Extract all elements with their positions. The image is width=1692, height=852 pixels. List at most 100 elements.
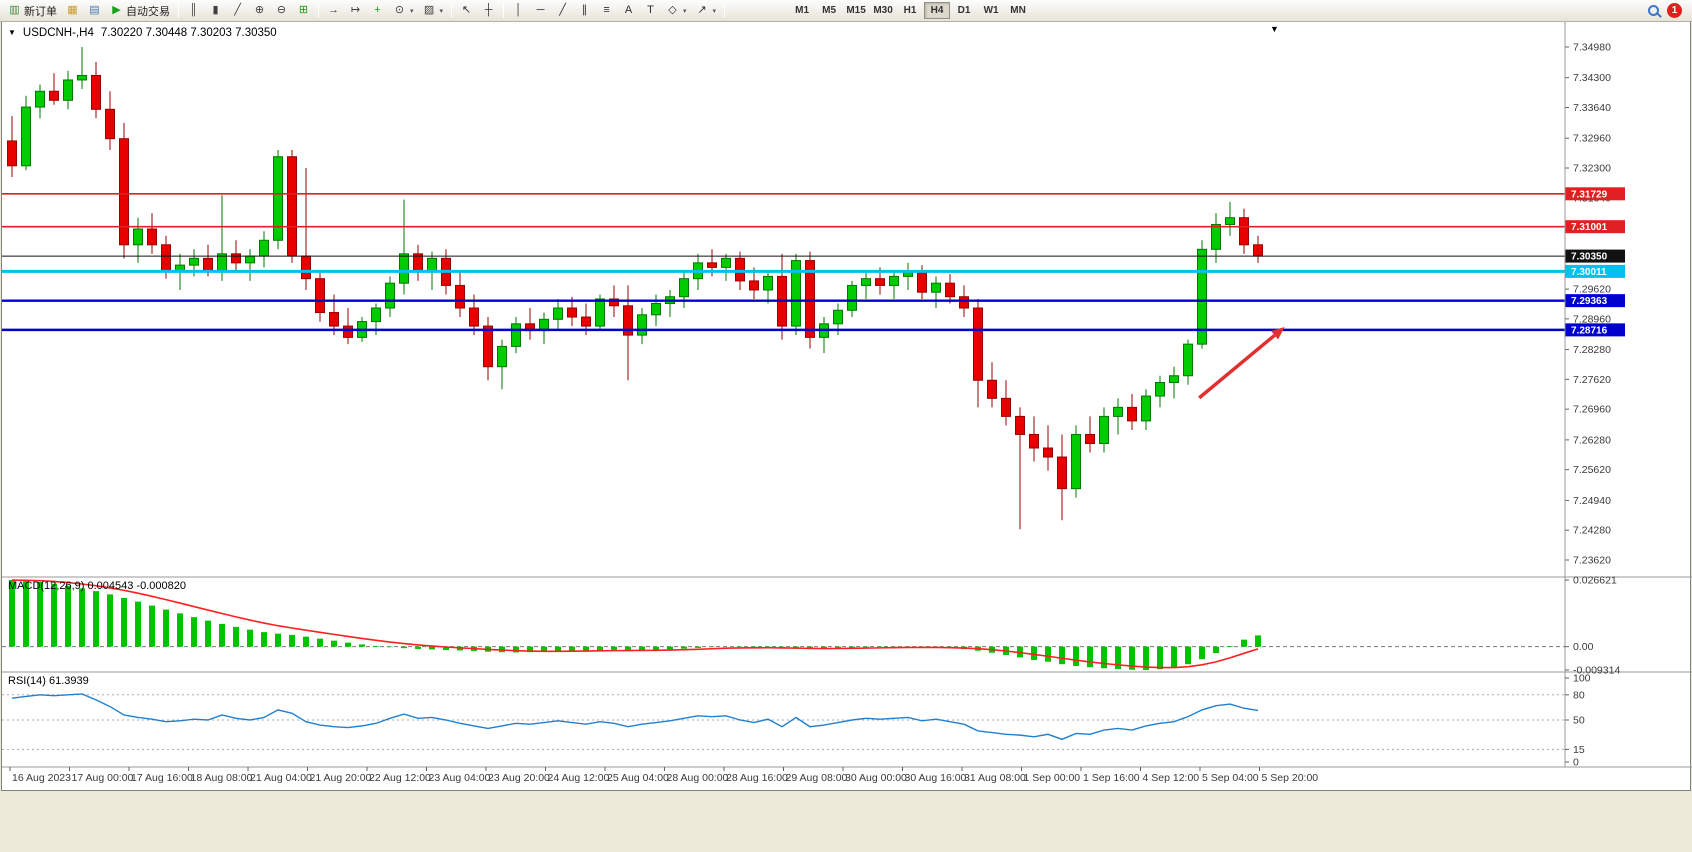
text-button[interactable]: A [618, 2, 639, 20]
new-order-icon: ▥ [9, 4, 20, 16]
chart-symbol-period: USDCNH-,H4 [22, 27, 94, 39]
search-icon[interactable] [1648, 5, 1659, 16]
candle-down [581, 316, 591, 327]
candle-up [1099, 415, 1109, 444]
price-level-badge [1565, 249, 1625, 263]
rsi-indicator-label: RSI(14) 61.3939 [8, 675, 89, 687]
line-chart-mode-button[interactable]: ╱ [227, 2, 248, 20]
profiles-icon: ▤ [89, 4, 100, 16]
chart-dropdown-arrow-icon[interactable]: ▼ [1270, 24, 1279, 34]
shapes-caret-icon: ▾ [683, 7, 687, 15]
vertical-line-button[interactable]: │ [508, 2, 529, 20]
time-axis-label: 21 Aug 04:00 [250, 772, 312, 784]
trendline-icon: ╱ [559, 4, 566, 16]
toolbar-separator [178, 3, 179, 18]
candle-down [735, 257, 745, 282]
price-level-badge [1565, 264, 1625, 278]
equidistant-channel-button[interactable]: ∥ [574, 2, 595, 20]
candle-up [511, 323, 521, 347]
candle-up [889, 275, 899, 286]
price-level-badge-label: 7.30350 [1571, 252, 1608, 263]
timeframe-m30-button[interactable]: M30 [873, 5, 893, 16]
crosshair-button[interactable]: ┼ [478, 2, 499, 20]
timeframe-m15-button[interactable]: M15 [846, 5, 866, 16]
candlestick-mode-icon: ▮ [212, 4, 219, 16]
candle-down [1029, 433, 1039, 449]
new-order-button[interactable]: ▥ 新订单 [4, 2, 61, 20]
candle-down [959, 296, 969, 309]
symbol-marker-icon: ▼ [8, 28, 16, 37]
chart-shift-button[interactable]: ↦ [345, 2, 366, 20]
candle-down [1057, 456, 1067, 490]
profiles-button[interactable]: ▤ [84, 2, 105, 20]
time-axis-label: 1 Sep 00:00 [1024, 772, 1081, 784]
price-level-badge-label: 7.28716 [1571, 325, 1608, 336]
price-axis-label: 7.27620 [1573, 374, 1611, 386]
zoom-out-button[interactable]: ⊖ [271, 2, 292, 20]
rsi-line [11, 693, 1259, 741]
timeframe-m5-button[interactable]: M5 [822, 5, 837, 16]
candle-up [63, 79, 73, 101]
macd-axis-label: 0.026621 [1573, 575, 1617, 587]
candle-up [1141, 395, 1151, 422]
tile-windows-icon: ⊞ [298, 4, 309, 16]
rsi-axis-label: 0 [1573, 757, 1579, 769]
candle-down [147, 228, 157, 246]
price-axis-label: 7.28280 [1573, 344, 1611, 356]
timeframe-w1-button[interactable]: W1 [983, 5, 999, 16]
price-level-badge [1565, 294, 1625, 308]
price-level-badge [1565, 187, 1625, 201]
price-axis-label: 7.29620 [1573, 284, 1611, 296]
rsi-axis-label: 80 [1573, 689, 1585, 701]
periods-caret-icon: ▾ [410, 7, 414, 15]
timeframe-mn-button[interactable]: MN [1010, 5, 1026, 16]
candlestick-mode-button[interactable]: ▮ [205, 2, 226, 20]
new-chart-button[interactable]: ▦ [62, 2, 83, 20]
periods-button[interactable]: ⊙ ▾ [389, 2, 418, 20]
fibonacci-button[interactable]: ≡ [596, 2, 617, 20]
chart-ohlc-values: 7.30220 7.30448 7.30203 7.30350 [100, 27, 277, 39]
cursor-icon: ↖ [461, 4, 472, 16]
candle-up [1197, 248, 1207, 345]
timeframe-h4-button[interactable]: H4 [924, 2, 951, 19]
price-axis-label: 7.34300 [1573, 72, 1611, 84]
price-chart-canvas[interactable]: 7.349807.343007.336407.329607.323007.316… [2, 22, 1692, 790]
price-axis-label: 7.26280 [1573, 434, 1611, 446]
timeframe-h1-button[interactable]: H1 [903, 5, 917, 16]
toolbar-separator [503, 3, 505, 18]
notification-badge[interactable]: 1 [1667, 3, 1682, 18]
shapes-button[interactable]: ◇ ▾ [662, 2, 691, 20]
auto-scroll-button[interactable]: → [323, 2, 344, 20]
bar-chart-mode-button[interactable]: ║ [183, 2, 204, 20]
insert-indicators-button[interactable]: + [367, 2, 388, 20]
trendline-button[interactable]: ╱ [552, 2, 573, 20]
candle-up [847, 284, 857, 311]
time-axis-label: 5 Sep 04:00 [1202, 772, 1259, 784]
candle-down [707, 262, 717, 268]
arrows-tool-caret-icon: ▾ [712, 7, 717, 15]
autotrading-icon: ▶ [112, 4, 121, 16]
time-axis-label: 23 Aug 20:00 [488, 772, 550, 784]
candle-up [371, 307, 381, 323]
horizontal-line-button[interactable]: ─ [530, 2, 551, 20]
zoom-in-button[interactable]: ⊕ [249, 2, 270, 20]
candle-up [1113, 406, 1123, 417]
trend-arrow-line[interactable] [1198, 333, 1276, 400]
timeframe-m1-button[interactable]: M1 [795, 5, 810, 16]
price-axis-label: 7.25620 [1573, 464, 1611, 476]
tile-windows-button[interactable]: ⊞ [293, 2, 314, 20]
cursor-button[interactable]: ↖ [456, 2, 477, 20]
price-level-badge [1565, 323, 1625, 337]
new-order-label: 新订单 [24, 5, 57, 18]
autotrading-button[interactable]: ▶ 自动交易 [106, 2, 174, 20]
auto-scroll-icon: → [328, 4, 339, 16]
timeframe-d1-button[interactable]: D1 [957, 5, 971, 16]
price-axis-label: 7.33640 [1573, 102, 1611, 114]
text-label-button[interactable]: T [640, 2, 661, 20]
price-axis-label: 7.28960 [1573, 313, 1611, 325]
candle-up [245, 255, 255, 264]
arrows-tool-button[interactable]: ↗ ▾ [692, 2, 721, 20]
time-axis-label: 4 Sep 12:00 [1143, 772, 1200, 784]
templates-button[interactable]: ▨ ▾ [419, 2, 448, 20]
